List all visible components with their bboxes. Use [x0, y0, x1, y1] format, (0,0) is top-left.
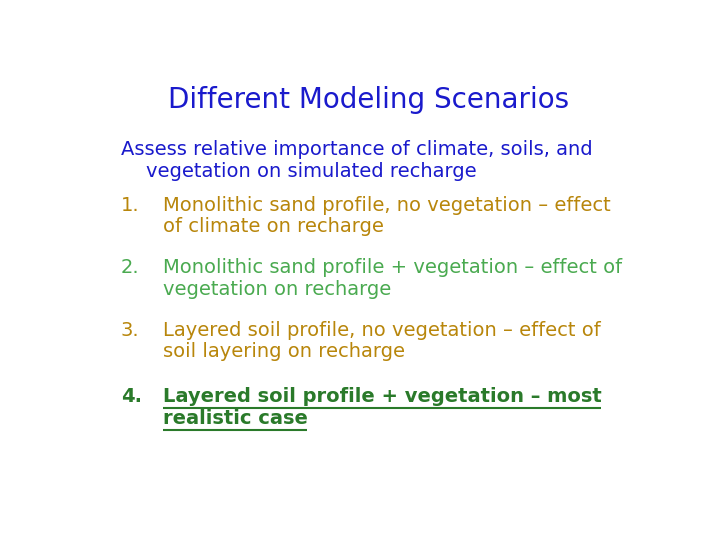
- Text: vegetation on recharge: vegetation on recharge: [163, 280, 391, 299]
- Text: soil layering on recharge: soil layering on recharge: [163, 342, 405, 361]
- Text: realistic case: realistic case: [163, 409, 307, 428]
- Text: Layered soil profile + vegetation – most: Layered soil profile + vegetation – most: [163, 387, 601, 406]
- Text: Assess relative importance of climate, soils, and: Assess relative importance of climate, s…: [121, 140, 593, 159]
- Text: Monolithic sand profile + vegetation – effect of: Monolithic sand profile + vegetation – e…: [163, 258, 621, 277]
- Text: Layered soil profile, no vegetation – effect of: Layered soil profile, no vegetation – ef…: [163, 321, 600, 340]
- Text: Monolithic sand profile, no vegetation – effect: Monolithic sand profile, no vegetation –…: [163, 196, 611, 215]
- Text: vegetation on simulated recharge: vegetation on simulated recharge: [121, 162, 477, 181]
- Text: 4.: 4.: [121, 387, 142, 406]
- Text: Different Modeling Scenarios: Different Modeling Scenarios: [168, 85, 570, 113]
- Text: of climate on recharge: of climate on recharge: [163, 217, 384, 237]
- Text: 1.: 1.: [121, 196, 139, 215]
- Text: 2.: 2.: [121, 258, 139, 277]
- Text: 3.: 3.: [121, 321, 139, 340]
